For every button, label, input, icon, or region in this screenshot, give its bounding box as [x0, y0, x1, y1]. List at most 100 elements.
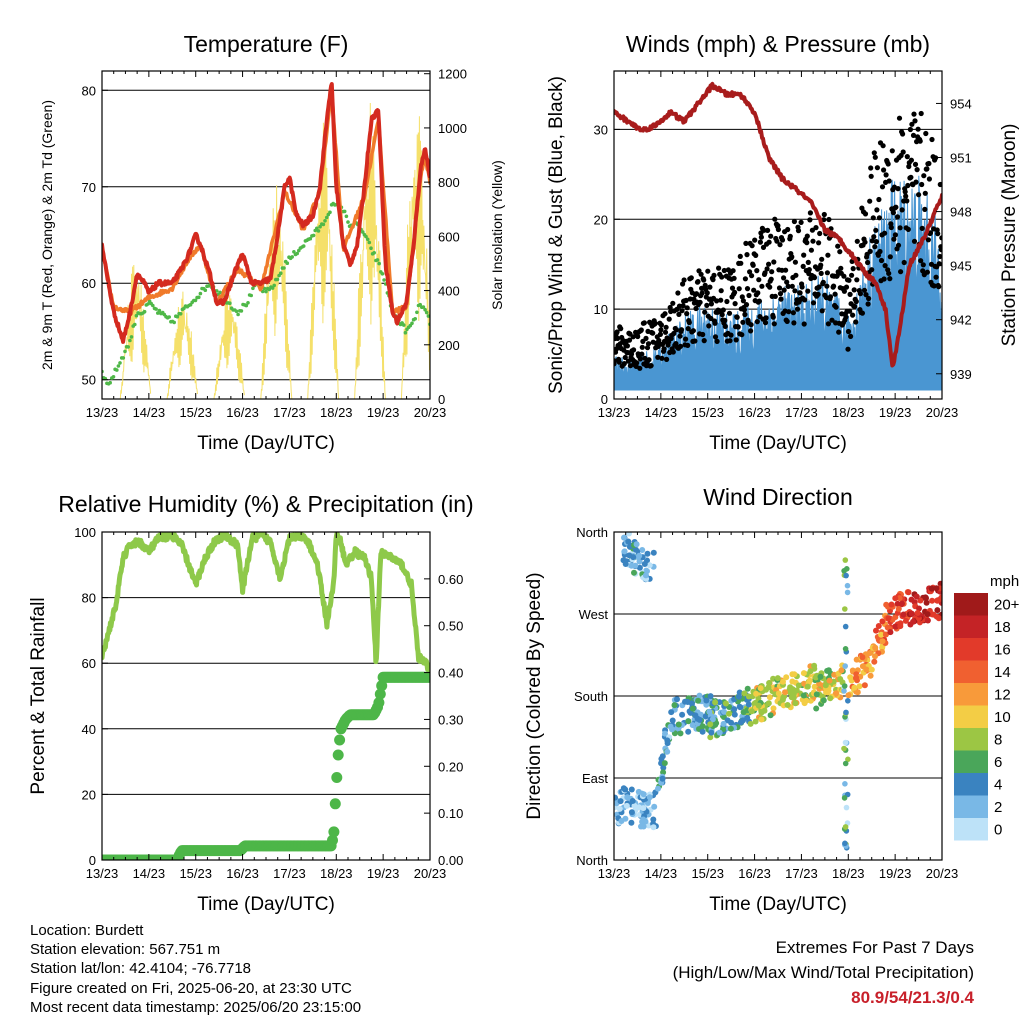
- wind-direction-point: [888, 601, 895, 608]
- wind-gust-point: [903, 193, 909, 199]
- wind-direction-point: [689, 705, 696, 712]
- dewpoint-point: [369, 246, 373, 250]
- wind-gust-point: [770, 314, 776, 320]
- x-tick-label: 14/23: [645, 405, 678, 420]
- wind-gust-point: [722, 323, 728, 329]
- legend-label: 6: [994, 754, 1002, 771]
- wind-direction-point: [887, 629, 894, 636]
- wind-direction-point: [646, 562, 653, 569]
- wind-gust-point: [752, 237, 758, 243]
- wind-direction-point: [878, 631, 885, 638]
- wind-gust-point: [705, 268, 711, 274]
- wind-gust-point: [690, 328, 697, 334]
- wind-gust-point: [769, 269, 775, 275]
- wind-gust-point: [920, 262, 926, 268]
- wind-direction-point: [820, 697, 827, 704]
- wind-gust-point: [900, 149, 906, 155]
- wind-gust-point: [882, 263, 888, 269]
- wind-gust-point: [911, 238, 918, 244]
- wind-direction-point: [695, 697, 702, 704]
- wind-gust-point: [870, 215, 876, 221]
- temperature-plot: [102, 82, 430, 399]
- y-tick-label: 60: [82, 276, 96, 291]
- wind-gust-point: [861, 287, 868, 293]
- wind-gust-point: [765, 227, 771, 233]
- wind-gust-point: [618, 326, 624, 332]
- y2-tick-label: 942: [950, 313, 972, 328]
- wind-gust-point: [837, 249, 843, 255]
- wind-direction-point: [811, 683, 818, 690]
- wind-direction-point: [747, 720, 754, 727]
- wind-gust-point: [721, 267, 727, 274]
- wind-direction-point: [872, 644, 879, 651]
- wind-direction-point: [851, 684, 858, 691]
- dewpoint-point: [279, 271, 283, 276]
- wind-gust-point: [938, 247, 942, 253]
- wind-gust-point: [753, 252, 759, 258]
- wind-gust-point: [664, 356, 670, 362]
- x-tick-label: 17/23: [273, 405, 306, 420]
- wind-gust-point: [680, 303, 686, 309]
- wind-direction-point: [801, 700, 808, 707]
- panel-1: Temperature (F) 13/23 14/23 15/23 16/23 17/23…: [39, 31, 505, 454]
- wind-direction-point: [923, 599, 930, 606]
- dewpoint-point: [234, 309, 239, 314]
- plot-frame: [101, 70, 431, 400]
- wind-gust-point: [817, 230, 823, 237]
- wind-gust-point: [718, 288, 724, 294]
- wind-gust-point: [874, 165, 881, 171]
- wind-gust-point: [772, 216, 778, 222]
- wind-gust-point: [816, 284, 822, 290]
- wind-direction-point: [824, 689, 831, 696]
- temp-9m-line: [102, 88, 430, 316]
- wind-direction-point: [677, 730, 684, 737]
- y-tick-label: North: [576, 853, 608, 868]
- wind-direction-point: [629, 798, 636, 804]
- wind-direction-point: [845, 698, 851, 704]
- y-axis-label: Percent & Total Rainfall: [28, 597, 49, 794]
- wind-direction-point: [752, 718, 759, 725]
- wind-direction-point: [838, 667, 845, 674]
- y-axis-label: Direction (Colored By Speed): [524, 572, 545, 819]
- x-tick-label: 17/23: [785, 405, 818, 420]
- wind-gust-point: [832, 291, 838, 297]
- wind-direction-point: [727, 725, 734, 732]
- dewpoint-point: [178, 312, 183, 316]
- wind-direction-point: [841, 745, 847, 752]
- wind-gust-point: [763, 315, 769, 321]
- wind-gust-point: [919, 181, 925, 188]
- wind-gust-point: [805, 259, 811, 265]
- dewpoint-point: [167, 315, 171, 319]
- wind-gust-point: [789, 254, 795, 260]
- legend-swatch: [954, 705, 988, 728]
- wind-direction-point: [722, 700, 729, 707]
- wind-direction-point: [741, 690, 748, 697]
- wind-gust-point: [685, 342, 691, 348]
- wind-direction-point: [928, 585, 935, 592]
- dewpoint-point: [154, 307, 158, 311]
- speed-legend: mph 20+ 18 16 14 12 10 8 6 4 2 0: [954, 573, 1020, 841]
- wind-gust-point: [719, 312, 725, 318]
- wind-direction-point: [757, 685, 764, 692]
- wind-direction-point: [842, 739, 849, 746]
- x-tick-label: 18/23: [320, 405, 353, 420]
- y2-tick-label: 0.20: [438, 759, 463, 774]
- solar-insolation-trace: [213, 291, 245, 399]
- wind-gust-point: [794, 306, 801, 312]
- y2-tick-label: 400: [438, 284, 460, 299]
- dewpoint-point: [175, 314, 180, 319]
- wind-direction-point: [843, 709, 849, 716]
- wind-gust-point: [850, 312, 856, 318]
- wind-direction-point: [640, 816, 647, 823]
- wind-gust-point: [799, 284, 805, 290]
- wind-gust-point: [895, 242, 902, 248]
- y-tick-label: South: [574, 689, 608, 704]
- wind-gust-point: [754, 268, 760, 274]
- wind-direction-point: [679, 711, 686, 718]
- wind-gust-point: [684, 305, 690, 311]
- wind-gust-point: [781, 287, 787, 293]
- wind-direction-point: [628, 786, 635, 793]
- y-tick-label: 50: [82, 373, 96, 388]
- wind-gust-point: [630, 334, 636, 340]
- wind-direction-point: [712, 699, 719, 706]
